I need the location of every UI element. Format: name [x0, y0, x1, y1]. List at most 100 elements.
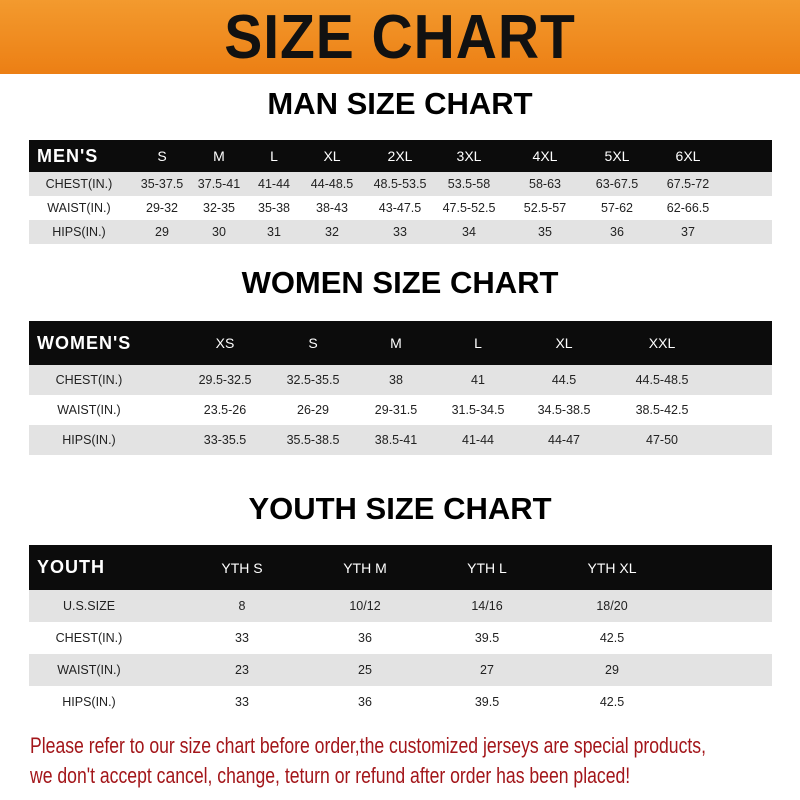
row-value: 23	[235, 663, 249, 677]
size-header: L	[270, 148, 278, 164]
row-value: 34.5-38.5	[537, 403, 591, 417]
row-value: 33	[235, 695, 249, 709]
row-value: 42.5	[599, 695, 625, 709]
size-header: 5XL	[604, 148, 630, 164]
row-value: 35-37.5	[140, 177, 184, 191]
row-value: 35	[538, 225, 552, 239]
row-value: 14/16	[471, 599, 503, 613]
row-value: 29-31.5	[374, 403, 418, 417]
row-value: 67.5-72	[666, 177, 710, 191]
row-value: 52.5-57	[523, 201, 567, 215]
banner-title: SIZE CHART	[224, 3, 576, 72]
row-value: 23.5-26	[203, 403, 247, 417]
row-value: 33	[393, 225, 407, 239]
row-label: U.S.SIZE	[62, 599, 116, 613]
row-value: 26-29	[297, 403, 329, 417]
table-row: HIPS(IN.) 29 30 31 32 33 34 35 36 37	[29, 220, 772, 244]
row-value: 35.5-38.5	[286, 433, 340, 447]
row-value: 36	[610, 225, 624, 239]
row-label: WAIST(IN.)	[47, 201, 111, 215]
row-label: CHEST(IN.)	[55, 631, 123, 645]
size-header: L	[474, 335, 482, 351]
size-header: XXL	[648, 335, 676, 351]
row-value: 33-35.5	[203, 433, 247, 447]
size-header: 3XL	[456, 148, 482, 164]
row-value: 35-38	[258, 201, 290, 215]
size-header: XS	[215, 335, 235, 351]
size-header: YTH L	[467, 559, 507, 576]
row-value: 38.5-42.5	[635, 403, 689, 417]
men-section-title: MAN SIZE CHART	[267, 86, 533, 121]
size-header: M	[213, 148, 225, 164]
row-value: 47.5-52.5	[442, 201, 496, 215]
header-label: WOMEN'S	[37, 332, 132, 353]
row-value: 31	[267, 225, 281, 239]
row-value: 57-62	[601, 201, 633, 215]
row-value: 32-35	[203, 201, 235, 215]
row-value: 41	[471, 373, 485, 387]
size-header: S	[308, 335, 318, 351]
row-value: 53.5-58	[447, 177, 491, 191]
size-header: M	[390, 335, 402, 351]
row-value: 33	[235, 631, 249, 645]
header-label: MEN'S	[37, 145, 99, 166]
banner: SIZE CHART	[0, 0, 800, 74]
size-header: YTH XL	[587, 559, 637, 576]
row-value: 42.5	[599, 631, 625, 645]
row-value: 10/12	[349, 599, 381, 613]
table-row: WAIST(IN.) 23 25 27 29	[29, 654, 772, 686]
row-value: 34	[462, 225, 476, 239]
row-value: 38.5-41	[374, 433, 418, 447]
table-row: WAIST(IN.) 23.5-26 26-29 29-31.5 31.5-34.5 34…	[29, 395, 772, 425]
row-value: 32.5-35.5	[286, 373, 340, 387]
row-value: 44-47	[548, 433, 580, 447]
row-value: 62-66.5	[666, 201, 710, 215]
row-value: 29	[155, 225, 169, 239]
row-value: 63-67.5	[595, 177, 639, 191]
women-section-title: WOMEN SIZE CHART	[241, 265, 559, 300]
row-value: 38	[389, 373, 403, 387]
notice-line-1: Please refer to our size chart before or…	[30, 733, 706, 758]
row-value: 37.5-41	[197, 177, 241, 191]
row-label: CHEST(IN.)	[45, 177, 113, 191]
row-value: 58-63	[529, 177, 561, 191]
row-value: 25	[358, 663, 372, 677]
row-value: 44.5	[551, 373, 577, 387]
table-row: CHEST(IN.) 29.5-32.5 32.5-35.5 38 41 44.5 44.5…	[29, 365, 772, 395]
row-value: 41-44	[258, 177, 290, 191]
row-value: 32	[325, 225, 339, 239]
youth-section-title: YOUTH SIZE CHART	[248, 491, 552, 526]
row-label: CHEST(IN.)	[55, 373, 123, 387]
row-value: 18/20	[596, 599, 628, 613]
row-label: HIPS(IN.)	[62, 695, 116, 709]
header-label: YOUTH	[37, 557, 105, 577]
size-header: XL	[555, 335, 573, 351]
table-row: CHEST(IN.) 35-37.5 37.5-41 41-44 44-48.5 48.5…	[29, 172, 772, 196]
row-value: 29	[605, 663, 619, 677]
row-value: 39.5	[474, 631, 500, 645]
table-header-row: WOMEN'S XS S M L XL XXL	[29, 321, 772, 365]
table-row: U.S.SIZE 8 10/12 14/16 18/20	[29, 590, 772, 622]
row-label: WAIST(IN.)	[57, 403, 121, 417]
row-label: HIPS(IN.)	[52, 225, 106, 239]
size-header: 6XL	[675, 148, 701, 164]
row-value: 30	[212, 225, 226, 239]
row-value: 29.5-32.5	[198, 373, 252, 387]
row-value: 8	[238, 599, 246, 613]
size-header: 2XL	[387, 148, 413, 164]
row-value: 29-32	[146, 201, 178, 215]
size-header: YTH S	[221, 559, 263, 576]
row-value: 47-50	[646, 433, 678, 447]
notice-line-2: we don't accept cancel, change, teturn o…	[30, 763, 631, 788]
row-value: 37	[681, 225, 695, 239]
table-row: HIPS(IN.) 33 36 39.5 42.5	[29, 686, 772, 718]
size-header: YTH M	[343, 559, 387, 576]
size-header: S	[157, 148, 167, 164]
row-label: HIPS(IN.)	[62, 433, 116, 447]
row-label: WAIST(IN.)	[57, 663, 121, 677]
row-value: 31.5-34.5	[451, 403, 505, 417]
row-value: 38-43	[316, 201, 348, 215]
table-header-row: YOUTH YTH S YTH M YTH L YTH XL	[29, 545, 772, 590]
row-value: 41-44	[462, 433, 494, 447]
